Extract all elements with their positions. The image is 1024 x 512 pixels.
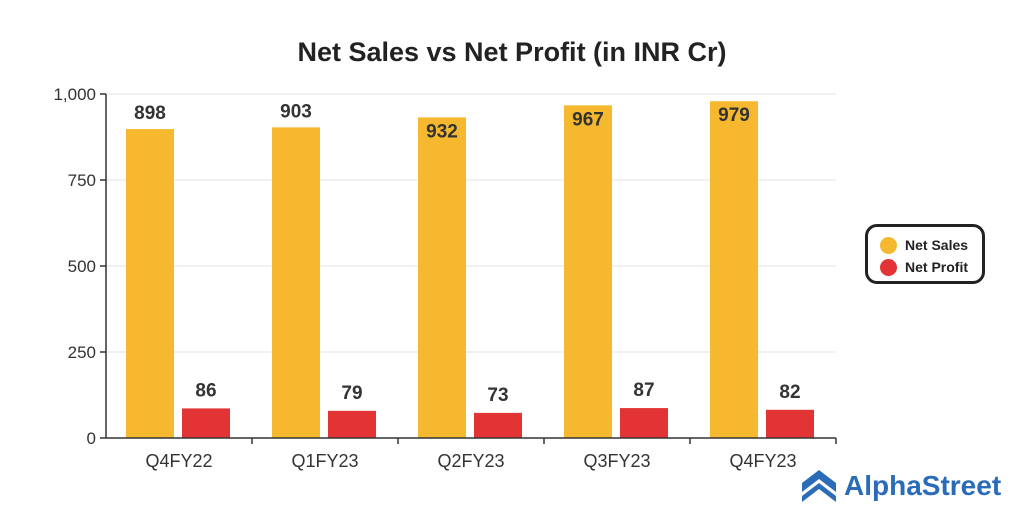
data-label-net-sales-q3fy23: 967 [572,109,604,130]
y-tick-label: 250 [68,343,96,362]
legend-item-net-profit: Net Profit [880,256,982,278]
legend-item-net-sales: Net Sales [880,234,982,256]
y-tick-label: 1,000 [53,85,96,104]
legend-label-net-profit: Net Profit [905,259,968,275]
data-label-net-sales-q1fy23: 903 [280,101,312,122]
brand-name: AlphaStreet [844,470,1002,501]
bar-net-sales-q3fy23 [564,105,612,439]
data-label-net-profit-q4fy23: 82 [779,382,800,403]
data-label-net-profit-q1fy23: 79 [341,383,362,404]
x-tick-label-q2fy23: Q2FY23 [437,451,504,471]
data-label-net-profit-q3fy23: 87 [633,380,654,401]
y-tick-label: 750 [68,171,96,190]
bar-net-profit-q2fy23 [474,412,522,438]
data-label-net-profit-q4fy22: 86 [195,380,216,401]
legend-swatch-net-sales [880,236,897,254]
bar-net-sales-q4fy23 [710,101,758,438]
bar-net-profit-q3fy23 [620,408,668,438]
bar-net-sales-q2fy23 [418,117,466,438]
data-label-net-profit-q2fy23: 73 [487,385,508,406]
data-label-net-sales-q4fy23: 979 [718,105,750,126]
y-tick-label: 0 [87,429,96,448]
x-tick-label-q4fy22: Q4FY22 [145,451,212,471]
x-tick-label-q3fy23: Q3FY23 [583,451,650,471]
bar-net-profit-q1fy23 [328,410,376,438]
chart-title: Net Sales vs Net Profit (in INR Cr) [297,37,726,67]
bar-net-sales-q1fy23 [272,127,320,439]
alphastreet-logo-icon [802,470,836,502]
data-label-net-sales-q2fy23: 932 [426,121,458,142]
x-tick-label-q1fy23: Q1FY23 [291,451,358,471]
brand-logo: AlphaStreet [800,466,1001,506]
x-tick-label-q4fy23: Q4FY23 [729,451,796,471]
bar-net-profit-q4fy22 [182,408,230,438]
bar-net-profit-q4fy23 [766,409,814,438]
bar-net-sales-q4fy22 [126,129,174,438]
legend-swatch-net-profit [880,258,897,276]
y-tick-label: 500 [68,257,96,276]
legend: Net Sales Net Profit [865,224,985,284]
legend-label-net-sales: Net Sales [905,237,969,253]
data-label-net-sales-q4fy22: 898 [134,103,166,124]
